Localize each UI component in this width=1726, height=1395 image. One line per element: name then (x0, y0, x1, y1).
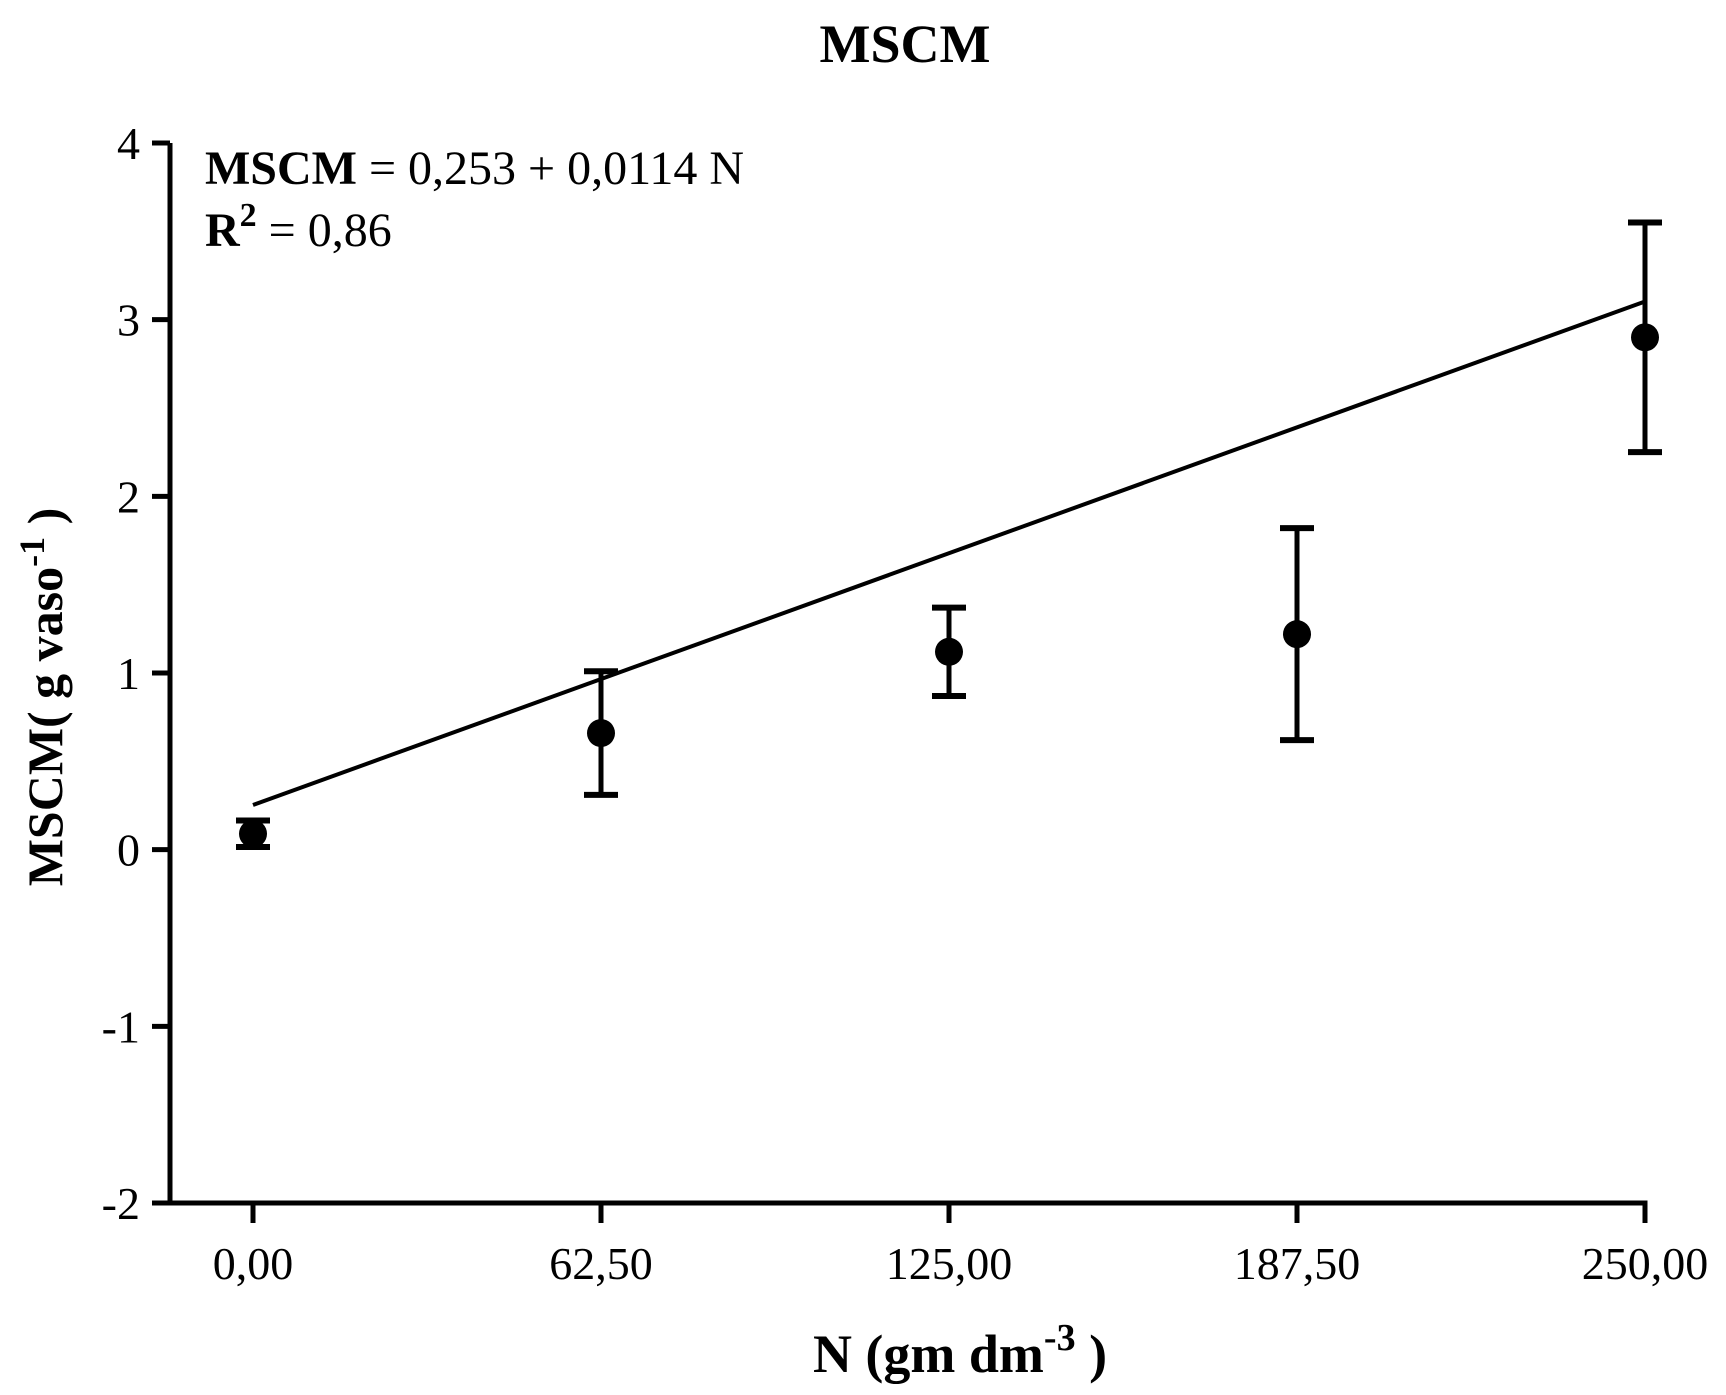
x-label-superscript: -3 (1044, 1317, 1076, 1359)
y-label-base: MSCM( g vaso (17, 567, 73, 886)
tick-labels-layer: 0,00 62,50 125,00 187,50 250,00 4 3 2 1 0 -1 -2 (102, 118, 1709, 1289)
x-tick-label: 62,50 (549, 1238, 653, 1289)
y-tick-label: 4 (117, 118, 140, 169)
y-label-close: ) (17, 508, 73, 537)
x-tick-label: 0,00 (213, 1238, 294, 1289)
data-point (1283, 620, 1311, 649)
data-point (239, 819, 267, 848)
y-tick-label: -1 (102, 1001, 140, 1052)
data-points-layer (239, 323, 1659, 848)
r-squared-value: = 0,86 (257, 204, 392, 257)
y-label-superscript: -1 (12, 537, 52, 567)
equation-rhs: = 0,253 + 0,0114 N (357, 142, 744, 195)
error-bars-layer (236, 219, 1662, 851)
r-squared-superscript: 2 (240, 197, 257, 234)
equation-lhs: MSCM (205, 142, 357, 195)
y-tick-label: 2 (117, 471, 140, 522)
x-tick-label: 187,50 (1234, 1238, 1361, 1289)
x-label-base: N (gm dm (813, 1324, 1044, 1384)
x-label-close: ) (1076, 1324, 1107, 1384)
x-axis-label: N (gm dm-3 ) (813, 1317, 1107, 1384)
data-point (935, 637, 963, 666)
regression-line-layer (252, 299, 1646, 807)
y-tick-label: 0 (117, 825, 140, 876)
x-tick-label: 125,00 (886, 1238, 1013, 1289)
y-tick-label: 1 (117, 648, 140, 699)
ticks-layer (152, 140, 1648, 1223)
x-tick-label: 250,00 (1582, 1238, 1709, 1289)
data-point (587, 719, 615, 748)
chart-title: MSCM (820, 14, 991, 74)
r-squared-annotation: R2 = 0,86 (205, 197, 392, 257)
data-point (1631, 323, 1659, 352)
axes-layer (167, 143, 1648, 1206)
equation-annotation: MSCM = 0,253 + 0,0114 N (205, 142, 744, 195)
y-axis-label: MSCM( g vaso-1 ) (12, 508, 73, 887)
y-tick-label: -2 (102, 1178, 140, 1229)
regression-line (252, 299, 1646, 807)
r-squared-base: R (205, 204, 241, 257)
y-tick-label: 3 (117, 295, 140, 346)
